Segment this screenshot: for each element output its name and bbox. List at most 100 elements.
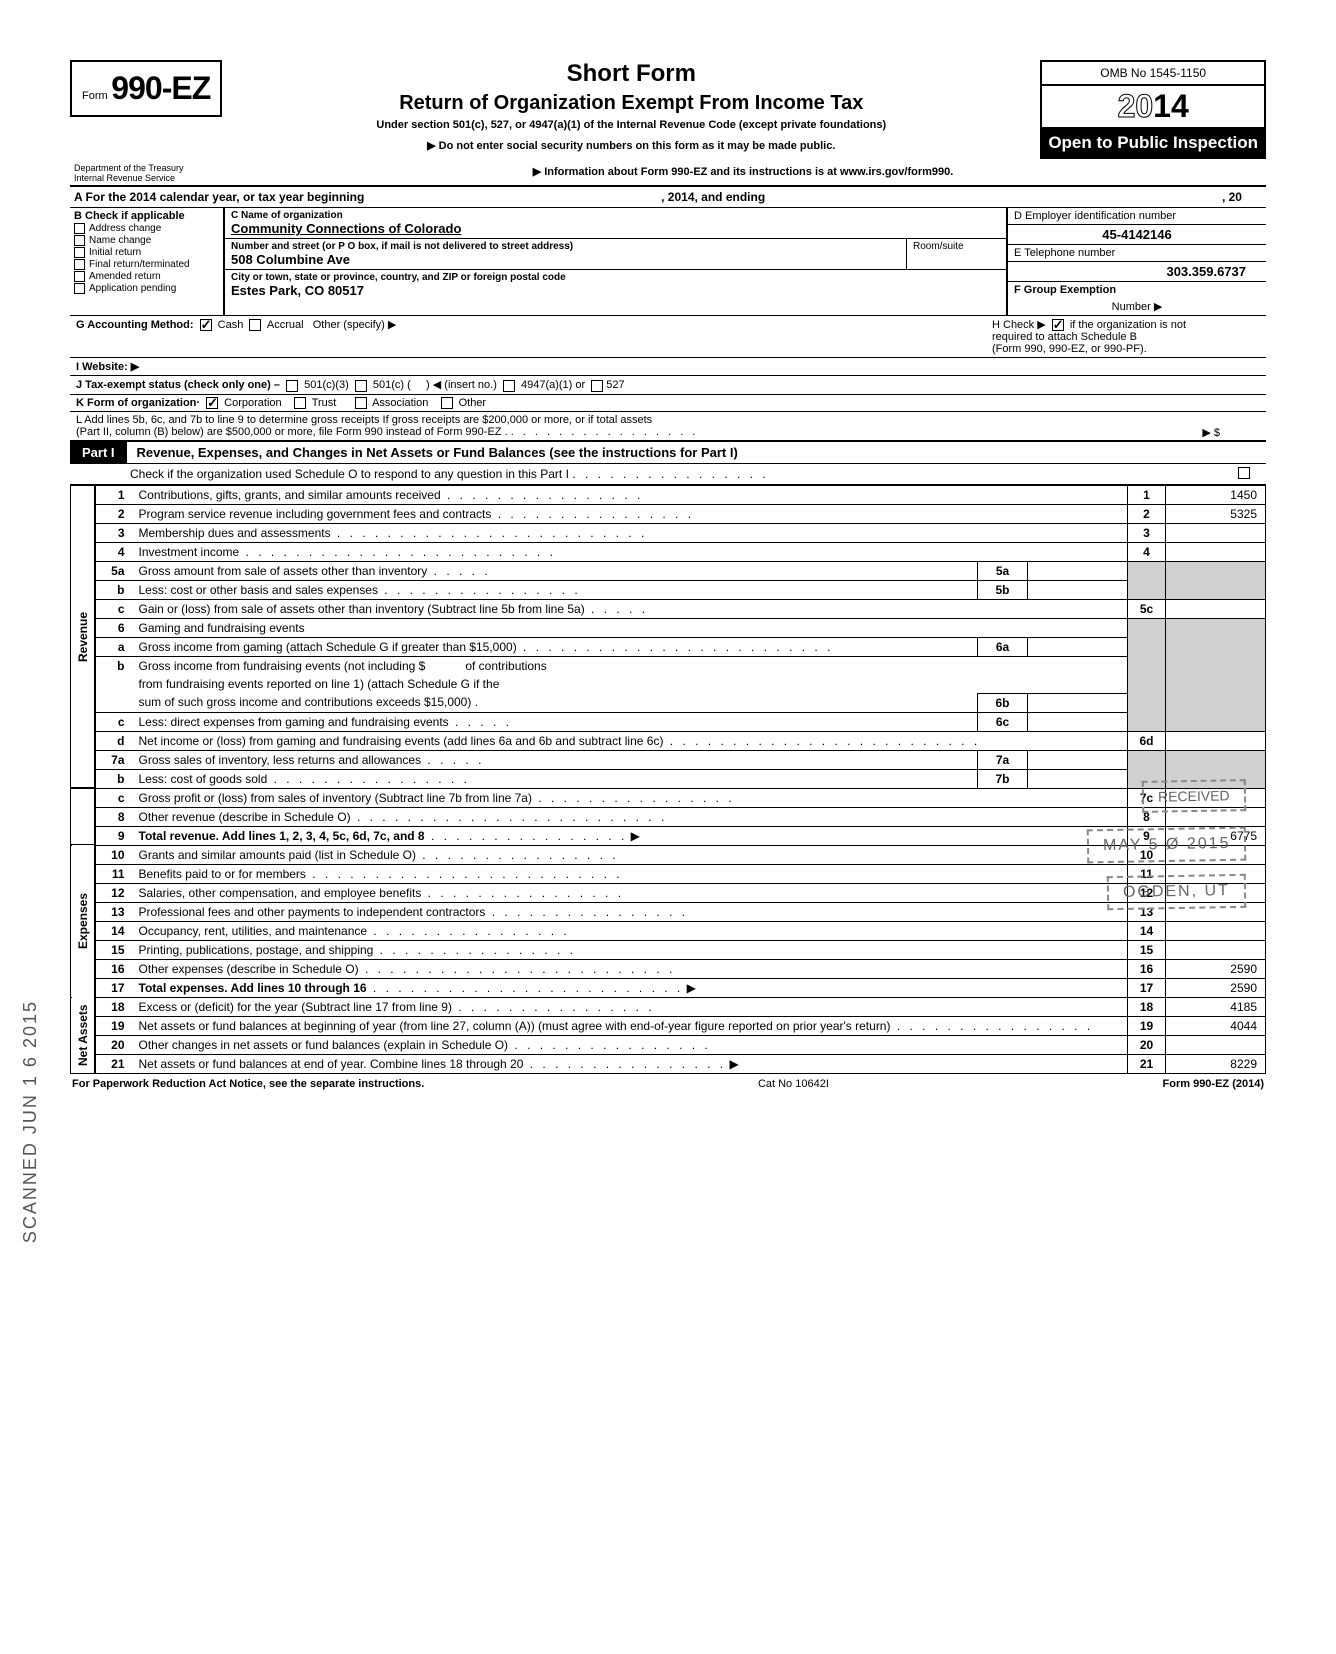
name-label: C Name of organization <box>231 210 1000 221</box>
num-20: 20 <box>95 1035 135 1054</box>
row-i: I Website: ▶ <box>70 358 1266 376</box>
chk-name[interactable] <box>74 235 85 246</box>
l-dots <box>511 426 699 438</box>
table-row: 11 Benefits paid to or for members 11 <box>71 864 1266 883</box>
d-value: 45-4142146 <box>1008 225 1266 245</box>
num-5c: c <box>95 599 135 618</box>
form-id-box: Form 990-EZ <box>70 60 222 117</box>
box-19: 19 <box>1128 1016 1166 1035</box>
desc-6c: Less: direct expenses from gaming and fu… <box>135 712 978 731</box>
footer-mid: Cat No 10642I <box>424 1078 1162 1090</box>
chk-corp[interactable] <box>206 397 218 409</box>
box-2: 2 <box>1128 504 1166 523</box>
part1-sub-chk[interactable] <box>1238 467 1250 479</box>
table-row: Net Assets 18 Excess or (deficit) for th… <box>71 997 1266 1016</box>
ival-7b <box>1028 769 1128 788</box>
desc-10: Grants and similar amounts paid (list in… <box>135 845 1128 864</box>
table-row: b Less: cost or other basis and sales ex… <box>71 580 1266 599</box>
dept-irs: Internal Revenue Service <box>74 173 216 183</box>
chk-cash[interactable] <box>200 319 212 331</box>
box-6d: 6d <box>1128 731 1166 750</box>
h-text3: required to attach Schedule B <box>992 331 1137 343</box>
lbl-other-k: Other <box>459 397 487 409</box>
chk-other-k[interactable] <box>441 397 453 409</box>
box-16: 16 <box>1128 959 1166 978</box>
val-19: 4044 <box>1166 1016 1266 1035</box>
part1-title: Revenue, Expenses, and Changes in Net As… <box>127 445 738 460</box>
chk-address[interactable] <box>74 223 85 234</box>
val-6d <box>1166 731 1266 750</box>
footer-left: For Paperwork Reduction Act Notice, see … <box>72 1078 424 1090</box>
chk-501c[interactable] <box>355 380 367 392</box>
side-revenue: Revenue <box>71 485 95 788</box>
section-a: A For the 2014 calendar year, or tax yea… <box>70 187 1266 208</box>
lbl-527: 527 <box>606 379 624 391</box>
chk-amended[interactable] <box>74 271 85 282</box>
chk-4947[interactable] <box>503 380 515 392</box>
table-row: 12 Salaries, other compensation, and emp… <box>71 883 1266 902</box>
part1-sub: Check if the organization used Schedule … <box>70 464 1266 485</box>
chk-501c3[interactable] <box>286 380 298 392</box>
val-15 <box>1166 940 1266 959</box>
table-row: d Net income or (loss) from gaming and f… <box>71 731 1266 750</box>
part1-sub-text: Check if the organization used Schedule … <box>130 467 569 481</box>
ibox-6b: 6b <box>978 693 1028 712</box>
lbl-501c: 501(c) ( <box>373 379 411 391</box>
num-7a: 7a <box>95 750 135 769</box>
chk-initial[interactable] <box>74 247 85 258</box>
lbl-trust: Trust <box>312 397 337 409</box>
ibox-5b: 5b <box>978 580 1028 599</box>
lbl-address: Address change <box>89 223 161 234</box>
chk-assoc[interactable] <box>355 397 367 409</box>
row-bcdef: B Check if applicable Address change Nam… <box>70 208 1266 316</box>
chk-pending[interactable] <box>74 283 85 294</box>
title-short-form: Short Form <box>232 60 1030 88</box>
box-15: 15 <box>1128 940 1166 959</box>
lbl-501c-b: ) ◀ (insert no.) <box>426 379 497 391</box>
side-blank1 <box>71 788 95 845</box>
chk-527[interactable] <box>591 380 603 392</box>
table-row: 17 Total expenses. Add lines 10 through … <box>71 978 1266 997</box>
stamp-ogden: OGDEN, UT <box>1107 874 1246 910</box>
j-label: J Tax-exempt status (check only one) – <box>76 379 280 391</box>
city-value: Estes Park, CO 80517 <box>231 283 1000 298</box>
addr-label: Number and street (or P O box, if mail i… <box>231 241 900 252</box>
num-14: 14 <box>95 921 135 940</box>
ibox-6c: 6c <box>978 712 1028 731</box>
chk-final[interactable] <box>74 259 85 270</box>
chk-accrual[interactable] <box>249 319 261 331</box>
table-row: 5a Gross amount from sale of assets othe… <box>71 561 1266 580</box>
num-6b: b <box>95 656 135 712</box>
desc-7b: Less: cost of goods sold <box>135 769 978 788</box>
row-l: L Add lines 5b, 6c, and 7b to line 9 to … <box>70 412 1266 442</box>
num-6c: c <box>95 712 135 731</box>
ival-5b <box>1028 580 1128 599</box>
table-row: from fundraising events reported on line… <box>71 675 1266 694</box>
val-5c <box>1166 599 1266 618</box>
desc-1: Contributions, gifts, grants, and simila… <box>135 485 1128 504</box>
lbl-name: Name change <box>89 235 151 246</box>
table-row: b Less: cost of goods sold 7b <box>71 769 1266 788</box>
table-row: Revenue 1 Contributions, gifts, grants, … <box>71 485 1266 504</box>
desc-12: Salaries, other compensation, and employ… <box>135 883 1128 902</box>
val-1: 1450 <box>1166 485 1266 504</box>
col-b: B Check if applicable Address change Nam… <box>70 208 225 315</box>
shade-6v <box>1166 618 1266 731</box>
ibox-6a: 6a <box>978 637 1028 656</box>
desc-19: Net assets or fund balances at beginning… <box>135 1016 1128 1035</box>
shade-6 <box>1128 618 1166 731</box>
dept-left: Department of the Treasury Internal Reve… <box>70 161 220 185</box>
arrow-info: ▶ Information about Form 990-EZ and its … <box>220 161 1266 185</box>
num-12: 12 <box>95 883 135 902</box>
desc-17: Total expenses. Add lines 10 through 16 … <box>135 978 1128 997</box>
chk-trust[interactable] <box>294 397 306 409</box>
lbl-initial: Initial return <box>89 247 141 258</box>
table-row: 20 Other changes in net assets or fund b… <box>71 1035 1266 1054</box>
chk-h[interactable] <box>1052 319 1064 331</box>
col-b-header: B Check if applicable <box>74 210 219 222</box>
table-row: 19 Net assets or fund balances at beginn… <box>71 1016 1266 1035</box>
desc-18: Excess or (deficit) for the year (Subtra… <box>135 997 1128 1016</box>
desc-5c: Gain or (loss) from sale of assets other… <box>135 599 1128 618</box>
part1-header: Part I Revenue, Expenses, and Changes in… <box>70 442 1266 464</box>
desc-5b: Less: cost or other basis and sales expe… <box>135 580 978 599</box>
